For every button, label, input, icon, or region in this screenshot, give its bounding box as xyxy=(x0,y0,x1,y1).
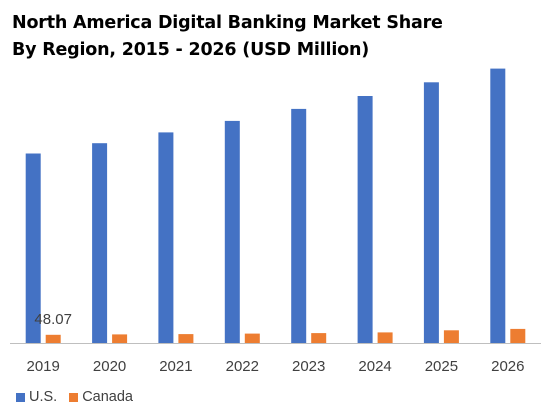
x-tick-labels: 2019 2020 2021 2022 2023 2024 2025 2026 xyxy=(27,358,525,375)
legend-item-canada: Canada xyxy=(69,389,133,405)
bar-us-2020 xyxy=(92,143,108,343)
legend-label-canada: Canada xyxy=(82,389,133,405)
bar-us-2024 xyxy=(357,96,373,343)
bar-canada-2022 xyxy=(244,333,260,343)
bars-group xyxy=(25,68,526,344)
bar-canada-2020 xyxy=(112,334,128,343)
chart-title: North America Digital Banking Market Sha… xyxy=(12,10,547,64)
bar-us-2022 xyxy=(224,120,240,344)
bar-canada-2019 xyxy=(45,334,61,343)
bar-us-2021 xyxy=(158,132,174,343)
x-tick-label-2022: 2022 xyxy=(226,358,259,375)
x-tick-label-2026: 2026 xyxy=(491,358,524,375)
bar-us-2026 xyxy=(490,68,506,343)
bar-us-2023 xyxy=(291,108,307,344)
x-tick-label-2020: 2020 xyxy=(93,358,126,375)
bar-canada-2025 xyxy=(443,330,459,343)
data-labels: 48.07 xyxy=(34,311,72,328)
legend: U.S. Canada xyxy=(16,389,145,405)
data-label-2019: 48.07 xyxy=(34,311,72,328)
legend-item-us: U.S. xyxy=(16,389,57,405)
bar-us-2019 xyxy=(25,153,41,343)
chart-title-line1: North America Digital Banking Market Sha… xyxy=(12,13,443,33)
x-tick-label-2023: 2023 xyxy=(292,358,325,375)
bar-canada-2026 xyxy=(510,328,526,343)
bar-canada-2024 xyxy=(377,332,393,343)
chart-title-line2: By Region, 2015 - 2026 (USD Million) xyxy=(12,40,370,60)
legend-swatch-us xyxy=(16,392,25,402)
legend-swatch-canada xyxy=(69,392,79,402)
x-tick-label-2024: 2024 xyxy=(358,358,391,375)
bar-us-2025 xyxy=(423,82,439,344)
x-tick-label-2021: 2021 xyxy=(159,358,192,375)
bar-canada-2021 xyxy=(178,334,194,343)
bar-canada-2023 xyxy=(311,333,327,343)
x-tick-label-2025: 2025 xyxy=(425,358,458,375)
legend-label-us: U.S. xyxy=(29,389,58,405)
x-tick-label-2019: 2019 xyxy=(27,358,60,375)
